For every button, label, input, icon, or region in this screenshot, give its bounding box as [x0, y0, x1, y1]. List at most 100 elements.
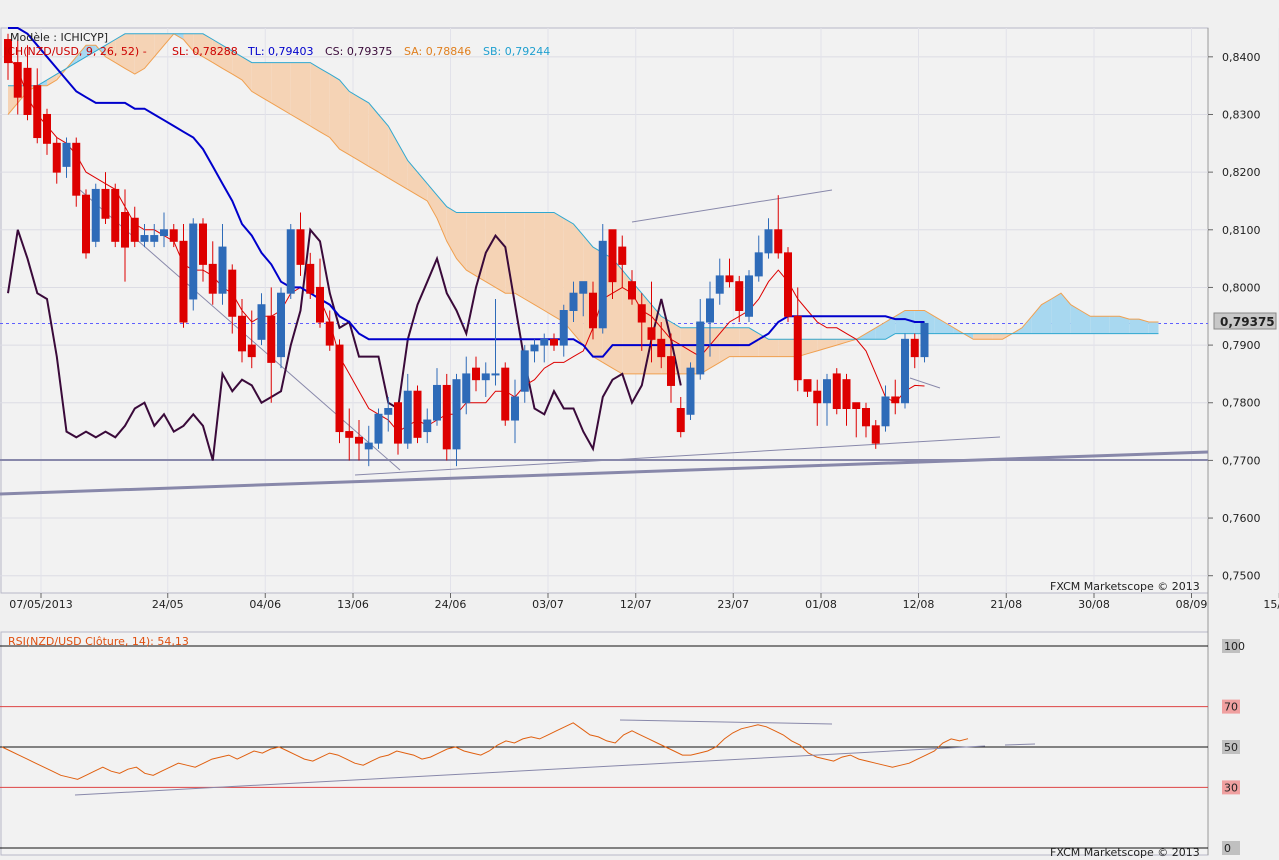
candle-body — [540, 338, 549, 346]
price-tick-label: 0,8300 — [1222, 108, 1261, 121]
date-tick-label: 15/09 — [1263, 598, 1279, 611]
candle-body — [160, 229, 168, 237]
candle-body — [140, 235, 149, 242]
candle-body — [784, 252, 792, 317]
cloud-segment — [544, 212, 554, 317]
legend-instrument: ICH(NZD/USD, 9, 26, 52) - — [4, 45, 147, 58]
cloud-segment — [427, 183, 437, 219]
watermark-main: FXCM Marketscope © 2013 — [1050, 580, 1200, 593]
cloud-segment — [1051, 293, 1061, 334]
cloud-segment — [271, 62, 281, 109]
rsi-legend: RSI(NZD/USD Clôture, 14): 54,13 — [8, 635, 189, 648]
price-tick-label: 0,8200 — [1222, 166, 1261, 179]
candle-body — [774, 229, 783, 254]
current-price-label: 0,79375 — [1220, 315, 1275, 329]
cloud-segment — [310, 62, 320, 132]
candle-body — [403, 390, 412, 444]
candle-body — [764, 229, 773, 254]
cloud-segment — [320, 68, 330, 138]
cloud-segment — [456, 212, 467, 271]
cloud-segment — [417, 172, 428, 201]
rsi-level-badge — [1222, 639, 1240, 653]
chikou-span-line — [7, 227, 682, 461]
candle-body — [82, 194, 90, 254]
cloud-segment — [1100, 316, 1110, 334]
cloud-segment — [115, 33, 125, 69]
candle-body — [813, 390, 822, 404]
candle-body — [189, 223, 198, 300]
candle-body — [296, 229, 305, 265]
rsi-level-badge — [1222, 841, 1240, 855]
cloud-segment — [212, 39, 223, 69]
candle-body — [452, 379, 461, 450]
candle-body — [433, 384, 441, 421]
cloud-segment — [573, 224, 584, 346]
candle-body — [823, 379, 831, 404]
candle-body — [150, 235, 159, 242]
candle-body — [910, 338, 919, 358]
date-tick-label: 13/06 — [337, 598, 369, 611]
cloud-segment — [281, 62, 291, 115]
candle-body — [745, 275, 753, 317]
cloud-segment — [466, 212, 476, 276]
minor-trendline — [909, 377, 941, 389]
candle-body — [247, 344, 256, 358]
cloud-segment — [95, 45, 106, 57]
candle-body — [91, 188, 100, 242]
cloud-segment — [524, 212, 535, 305]
candle-body — [33, 85, 42, 139]
cloud-segment — [251, 62, 262, 98]
cloud-segment — [290, 62, 301, 121]
candle-body — [413, 390, 422, 438]
rsi-indicator: 100 70 50 30 0 — [0, 639, 1245, 855]
candle-body — [267, 315, 276, 363]
cloud-segment — [407, 160, 418, 196]
candle-body — [364, 442, 373, 450]
candle-body — [472, 367, 480, 381]
price-tick-label: 0,7600 — [1222, 512, 1261, 525]
support-trendline-short — [354, 436, 1001, 476]
candles — [4, 33, 929, 467]
candle-body — [23, 67, 32, 115]
candle-body — [199, 223, 207, 265]
cloud-segment — [1070, 304, 1081, 334]
cloud-segment — [1061, 293, 1071, 334]
candle-body — [384, 408, 393, 415]
candle-body — [121, 211, 129, 248]
cloud-segment — [1080, 310, 1091, 334]
cloud-segment — [222, 45, 233, 75]
candle-body — [842, 379, 851, 410]
candle-body — [852, 402, 861, 410]
rsi-tick-label: 50 — [1224, 741, 1238, 754]
cloud-segment — [193, 33, 203, 57]
candle-body — [598, 240, 607, 329]
date-tick-label: 24/05 — [152, 598, 184, 611]
cloud-segment — [515, 212, 525, 299]
cloud-segment — [1148, 322, 1159, 334]
date-tick-label: 21/08 — [990, 598, 1022, 611]
candle-body — [920, 322, 929, 358]
candle-body — [286, 229, 295, 294]
candle-body — [179, 240, 188, 323]
cloud-segment — [680, 327, 691, 374]
candle-body — [803, 379, 812, 392]
cloud-segment — [300, 62, 311, 127]
candle-body — [13, 62, 22, 98]
legend-sb: SB: 0,79244 — [483, 45, 550, 58]
date-axis-ticks: 07/05/2013 24/05 04/06 13/06 24/06 03/07 12/07… — [9, 593, 1279, 611]
rsi-line — [1, 722, 969, 780]
rsi-level-badge — [1222, 740, 1240, 754]
candle-body — [491, 373, 500, 376]
cloud-segment — [105, 39, 116, 63]
candle-body — [715, 275, 724, 294]
candle-body — [559, 310, 568, 346]
candle-body — [862, 408, 870, 427]
candle-body — [589, 292, 597, 329]
candle-body — [208, 263, 217, 294]
cloud-segment — [485, 212, 496, 288]
cloud-segment — [895, 310, 905, 334]
candle-body — [891, 396, 900, 404]
price-tick-label: 0,7900 — [1222, 339, 1261, 352]
candle-body — [130, 217, 139, 242]
cloud-segment — [329, 74, 340, 150]
